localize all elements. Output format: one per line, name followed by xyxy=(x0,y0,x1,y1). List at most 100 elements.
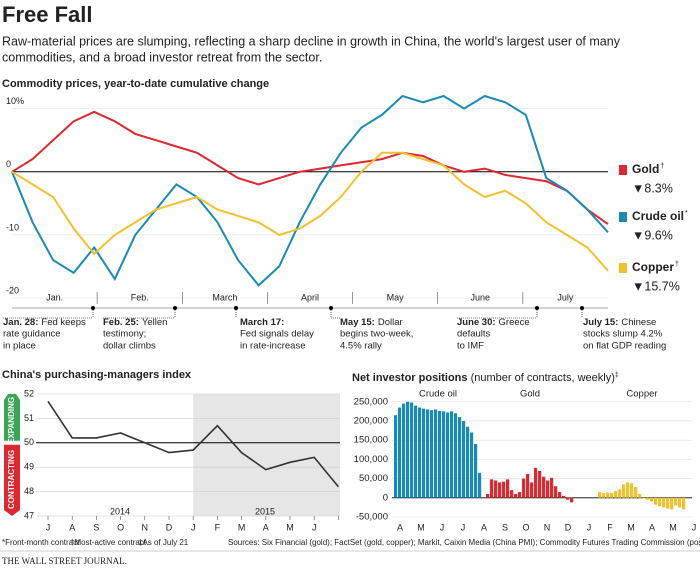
annotation-text: stocks slump 4.2% xyxy=(583,329,663,340)
bar xyxy=(486,493,490,498)
bar xyxy=(634,487,638,498)
y-tick-label: 50 xyxy=(24,437,34,447)
x-tick-label: D xyxy=(565,522,572,532)
series-line xyxy=(11,94,609,287)
series-label: Gold xyxy=(520,389,540,400)
subtitle: commodities, and a broad investor retrea… xyxy=(2,50,322,64)
bar xyxy=(438,410,442,498)
annotation-text: Yellen xyxy=(142,317,168,328)
x-tick-label: J xyxy=(440,522,445,532)
chart-title-sub: (number of contracts, weekly) xyxy=(468,372,615,384)
x-tick-label: J xyxy=(692,522,697,532)
annotation-date: Jan. 28: xyxy=(3,317,38,328)
x-tick-label: A xyxy=(649,522,655,532)
bar xyxy=(510,490,514,498)
year-shade xyxy=(193,394,340,516)
annotation-text: dollar climbs xyxy=(103,341,156,352)
bar xyxy=(554,486,558,498)
y-tick-label: -50,000 xyxy=(356,512,388,523)
annotation-date: Feb. 25: xyxy=(103,317,139,328)
y-tick-label: 10% xyxy=(6,96,24,106)
x-tick-label: A xyxy=(397,522,403,532)
footnote: †Most-active contract xyxy=(70,538,147,547)
pmi-line xyxy=(47,400,340,488)
bar xyxy=(462,420,466,498)
legend-swatch xyxy=(619,212,627,222)
bar xyxy=(490,479,494,498)
legend-note: † xyxy=(660,163,664,170)
x-tick-label: M xyxy=(627,522,635,532)
x-tick-label: Jan. xyxy=(46,292,63,302)
bar xyxy=(682,497,686,510)
bar xyxy=(410,402,414,498)
annotation-text: Fed signals delay xyxy=(240,329,314,340)
legend-swatch xyxy=(619,263,627,273)
bar xyxy=(598,492,602,498)
legend-note: * xyxy=(685,210,688,217)
y-tick-label: 200,000 xyxy=(354,415,388,426)
series-label: Crude oil xyxy=(419,389,457,400)
legend-label: Gold xyxy=(632,162,659,176)
legend-label: Crude oil xyxy=(632,209,684,223)
x-tick-label: Feb. xyxy=(131,292,149,302)
x-tick-label: F xyxy=(215,522,221,532)
chart-title-note: ‡ xyxy=(615,372,619,379)
bar xyxy=(638,493,642,498)
expanding-arrow xyxy=(4,394,20,441)
x-tick-label: March xyxy=(212,292,237,302)
series-label: Copper xyxy=(626,389,657,400)
x-tick-label: M xyxy=(417,522,425,532)
contracting-arrow xyxy=(4,444,20,516)
bar xyxy=(530,482,534,498)
bar xyxy=(466,426,470,498)
y-tick-label: 51 xyxy=(24,413,34,423)
y-tick-label: 250,000 xyxy=(354,396,388,407)
chart-title-main: Net investor positions xyxy=(352,372,468,384)
x-tick-label: July xyxy=(557,292,574,302)
bar xyxy=(570,497,574,503)
series-line xyxy=(11,151,609,272)
x-tick-label: June xyxy=(471,292,491,302)
annotation-date: July 15: xyxy=(583,317,618,328)
end-value-label: ▼9.6% xyxy=(632,228,673,242)
bar xyxy=(470,432,474,498)
title: Free Fall xyxy=(2,2,92,27)
bar xyxy=(614,490,618,498)
bar xyxy=(654,497,658,505)
bar xyxy=(494,480,498,498)
bar xyxy=(526,473,530,498)
annotation-text: Dollar xyxy=(378,317,403,328)
bar xyxy=(426,409,430,498)
bar xyxy=(522,478,526,498)
y-tick-label: 0 xyxy=(383,492,388,503)
bar xyxy=(566,497,570,500)
y-tick-label: -10 xyxy=(6,222,19,232)
bar xyxy=(398,407,402,498)
bar xyxy=(442,411,446,498)
bar xyxy=(534,467,538,498)
x-tick-label: O xyxy=(117,522,124,532)
annotation-date: June 30: xyxy=(457,317,496,328)
annotation-text: testimony; xyxy=(103,329,146,340)
y-tick-label: -20 xyxy=(6,285,19,295)
legend-label: Copper xyxy=(632,260,674,274)
footnote: ‡As of July 21 xyxy=(138,538,189,547)
annotation-text: to IMF xyxy=(457,341,484,352)
bar xyxy=(454,413,458,498)
bar xyxy=(610,492,614,498)
bar xyxy=(402,403,406,498)
x-tick-label: J xyxy=(312,522,317,532)
y-tick-label: 47 xyxy=(24,510,34,520)
x-tick-label: S xyxy=(93,522,99,532)
bar xyxy=(406,401,410,498)
annotation-text: in place xyxy=(3,341,36,352)
bar xyxy=(434,409,438,498)
annotation-text: Greece xyxy=(499,317,530,328)
bar xyxy=(626,482,630,498)
legend-note: † xyxy=(675,261,679,268)
bar xyxy=(678,497,682,508)
y-tick-label: 52 xyxy=(24,388,34,398)
bar xyxy=(502,481,506,498)
bar xyxy=(666,497,670,509)
